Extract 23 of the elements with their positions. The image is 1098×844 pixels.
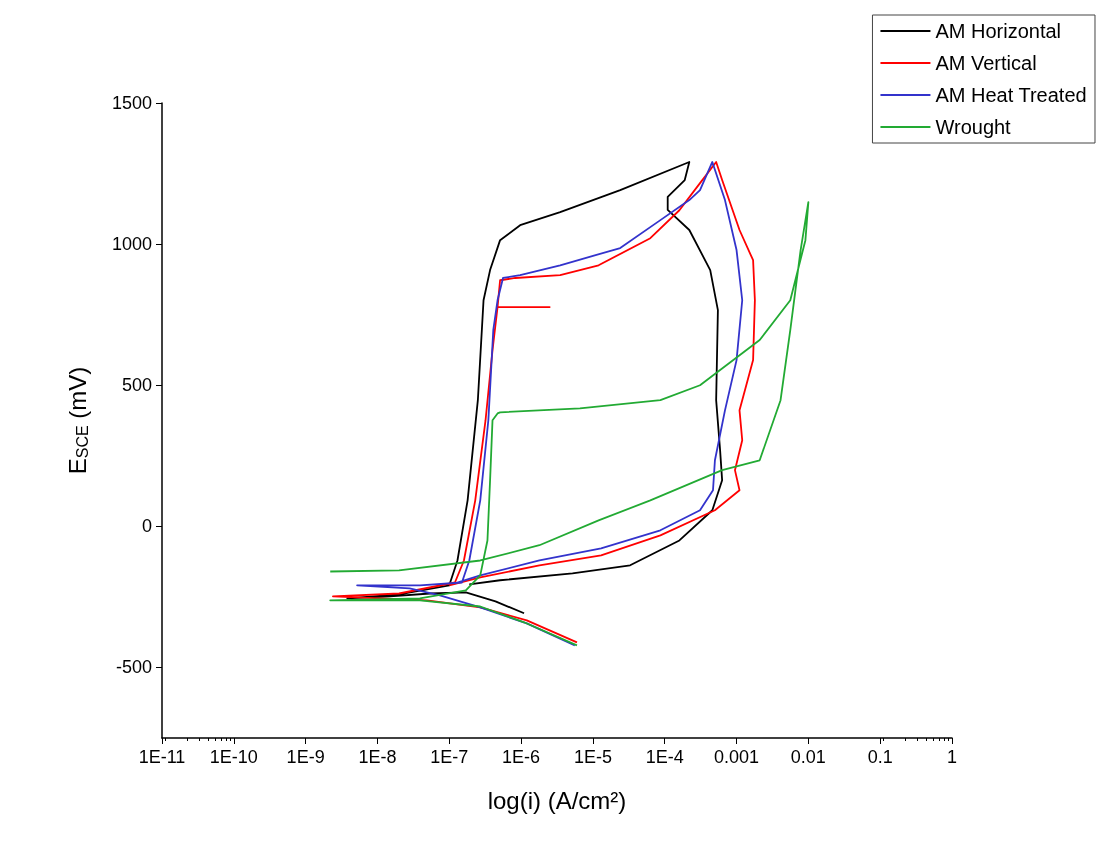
x-tick-label: 1 xyxy=(946,747,958,767)
legend-label: Wrought xyxy=(935,116,1012,138)
y-tick-label: -500 xyxy=(115,657,152,678)
x-axis-title: log(i) (A/cm²) xyxy=(487,786,627,814)
x-tick-label: 0.1 xyxy=(867,747,893,767)
legend-label: AM Heat Treated xyxy=(935,84,1087,106)
x-tick-label: 1E-7 xyxy=(430,747,469,767)
x-tick-label: 1E-11 xyxy=(138,747,186,767)
y-tick-label: 1500 xyxy=(111,93,152,113)
x-tick-label: 1E-9 xyxy=(286,747,325,767)
y-tick-label: 1000 xyxy=(111,234,152,255)
legend-label: AM Horizontal xyxy=(935,20,1062,42)
legend-label: AM Vertical xyxy=(935,52,1037,74)
x-tick-label: 1E-6 xyxy=(502,747,541,767)
x-tick-label: 1E-8 xyxy=(358,747,397,767)
x-tick-label: 1E-10 xyxy=(209,747,258,767)
y-tick-label: 500 xyxy=(121,375,152,396)
x-tick-label: 0.001 xyxy=(714,747,760,767)
x-tick-label: 1E-5 xyxy=(573,747,612,767)
y-axis-title: ESCE (mV) xyxy=(63,366,91,475)
y-tick-label: 0 xyxy=(141,516,152,537)
x-tick-label: 0.01 xyxy=(790,747,826,767)
x-tick-label: 1E-4 xyxy=(645,747,684,767)
